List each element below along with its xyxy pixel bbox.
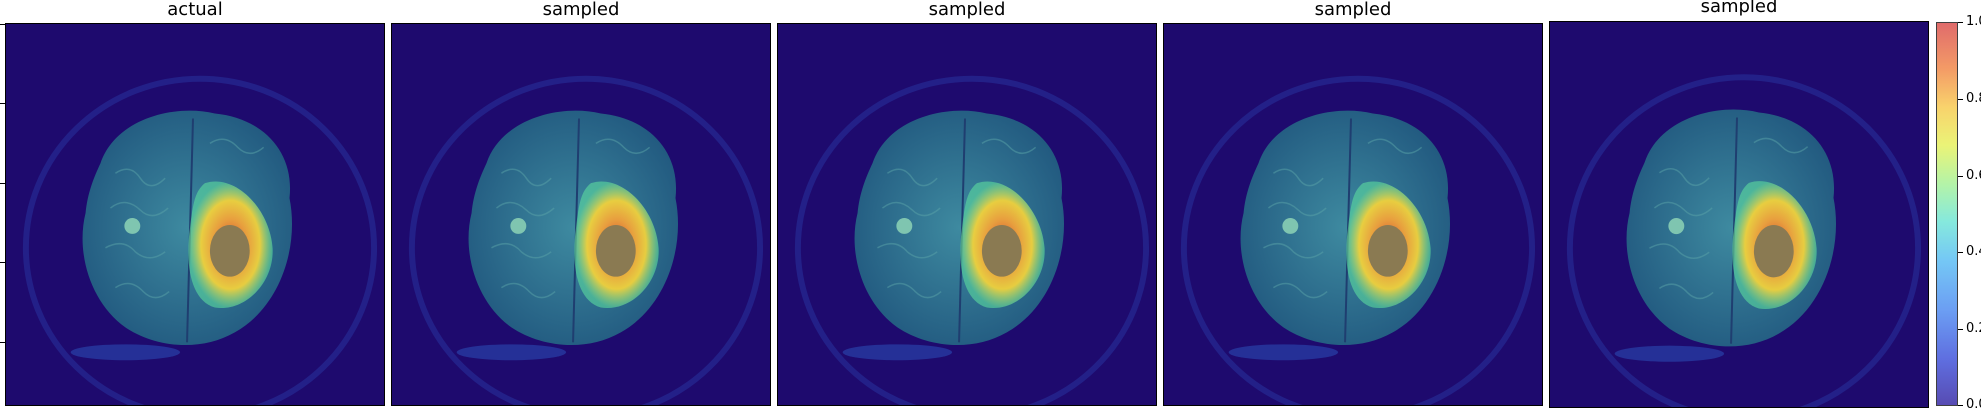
- panel-sampled-4: sampled: [1549, 0, 1929, 410]
- panel-sampled-2: sampled: [777, 0, 1157, 407]
- panel-title: sampled: [1314, 0, 1392, 20]
- y-tick: [0, 183, 5, 184]
- colorbar: [1936, 22, 1958, 406]
- colorbar-tick: [1958, 252, 1963, 253]
- heatmap-image: [5, 23, 385, 406]
- panel-title: actual: [167, 0, 223, 20]
- brain-overlay-graphic: [1164, 24, 1542, 405]
- panel-actual: actual: [5, 0, 385, 407]
- heatmap-image: [391, 23, 771, 406]
- brain-overlay-graphic: [392, 24, 770, 405]
- panel-title: sampled: [928, 0, 1006, 20]
- brain-overlay-graphic: [778, 24, 1156, 405]
- panel-title: sampled: [542, 0, 620, 20]
- y-tick: [0, 103, 5, 104]
- colorbar-tick: [1958, 99, 1963, 100]
- colorbar-label: 0.6: [1966, 168, 1981, 183]
- colorbar-label: 0.2: [1966, 321, 1981, 336]
- y-tick: [0, 24, 5, 25]
- heatmap-image: [777, 23, 1157, 406]
- colorbar-label: 0.4: [1966, 244, 1981, 259]
- colorbar-tick: [1958, 22, 1963, 23]
- colorbar-label: 0.8: [1966, 91, 1981, 106]
- colorbar-tick: [1958, 176, 1963, 177]
- panel-sampled-1: sampled: [391, 0, 771, 407]
- colorbar-label: 0.0: [1966, 397, 1981, 412]
- brain-overlay-graphic: [6, 24, 384, 405]
- colorbar-tick: [1958, 329, 1963, 330]
- colorbar-tick: [1958, 405, 1963, 406]
- colorbar-label: 1.0: [1966, 14, 1981, 29]
- brain-overlay-graphic: [1550, 22, 1928, 407]
- heatmap-image: [1163, 23, 1543, 406]
- y-tick: [0, 342, 5, 343]
- panel-sampled-3: sampled: [1163, 0, 1543, 407]
- y-tick: [0, 262, 5, 263]
- heatmap-image: [1549, 21, 1929, 408]
- panel-title: sampled: [1700, 0, 1778, 17]
